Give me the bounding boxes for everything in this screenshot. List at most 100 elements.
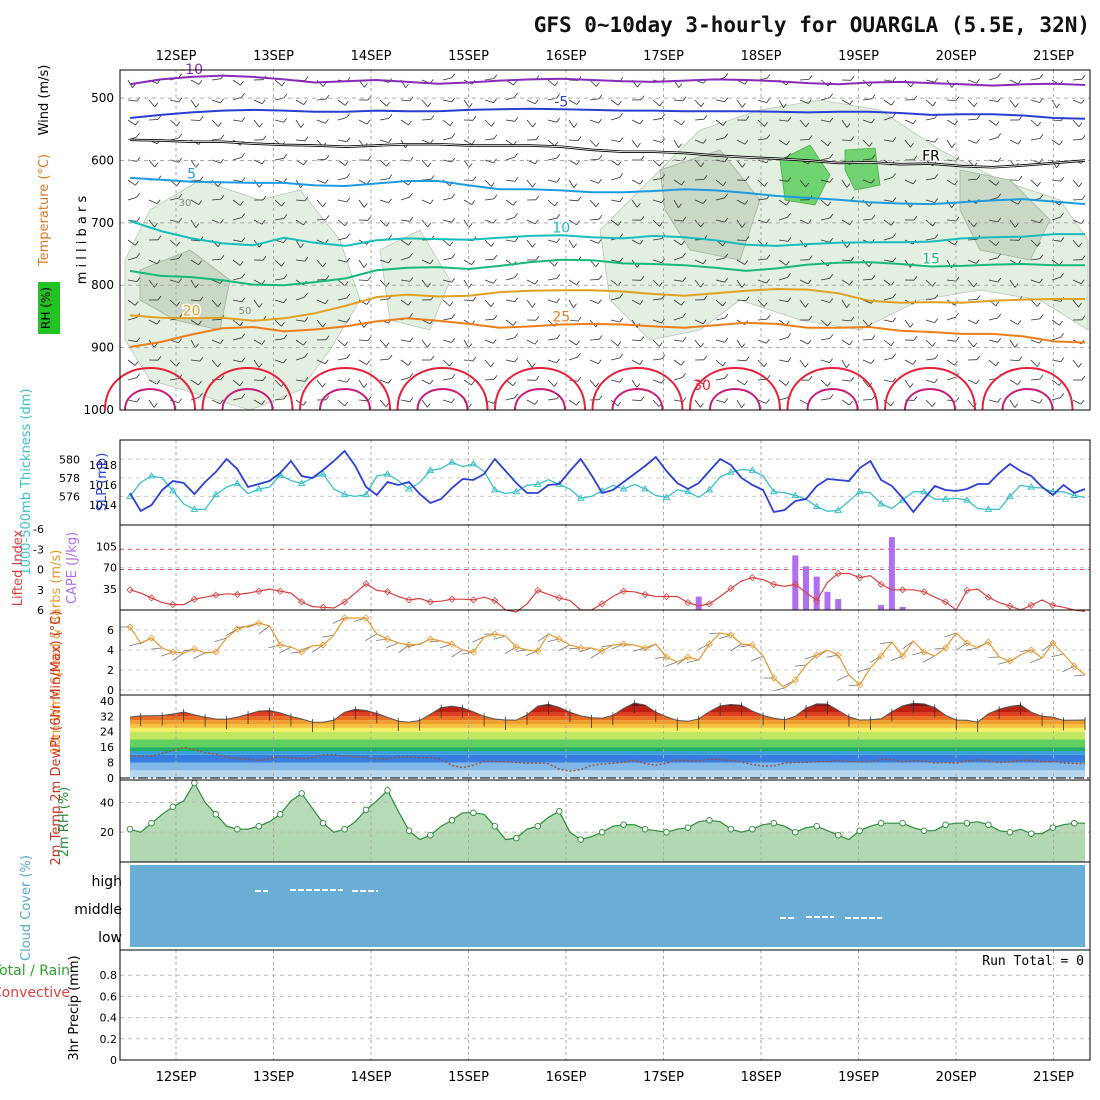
- wind-barb: [127, 239, 136, 246]
- wind-barb-flag: [724, 253, 729, 259]
- wind-barb: [589, 98, 599, 101]
- wind-barb-flag: [490, 362, 495, 368]
- lifted-index-marker: [147, 594, 156, 602]
- thickness-marker: [1070, 491, 1079, 498]
- wind-barb-flag: [617, 101, 622, 106]
- wind-barb-flag: [976, 78, 980, 84]
- wind-barb-flag: [366, 360, 371, 365]
- rh-marker: [706, 817, 713, 824]
- wind-barb-flag: [346, 293, 351, 299]
- wind-barb-flag: [951, 143, 956, 148]
- wind-barb: [715, 359, 723, 367]
- wind-barb-flag: [346, 173, 351, 178]
- wind-barb-flag: [598, 154, 603, 160]
- wind-barb: [925, 358, 935, 361]
- wind-barb-flag: [514, 213, 518, 218]
- wind-barb: [547, 338, 557, 341]
- wind-barb-flag: [678, 203, 682, 209]
- wind-barb: [547, 179, 557, 183]
- date-label-bottom: 15SEP: [448, 1070, 489, 1085]
- wind-barb: [631, 299, 641, 305]
- wind-barb-flag: [766, 278, 770, 284]
- wind-barb: [673, 199, 679, 208]
- wind-barb: [421, 179, 432, 181]
- wind-barb-flag: [640, 336, 645, 341]
- wind-barb: [190, 159, 197, 168]
- wind-barb: [736, 199, 746, 205]
- wind-barb: [190, 99, 197, 108]
- wind-barb: [274, 299, 284, 304]
- wind-barb: [400, 359, 409, 366]
- wind-barb: [484, 279, 494, 284]
- side-label-convective: Convective: [0, 985, 70, 1001]
- side-label-temperature: Temperature (°C): [37, 154, 52, 267]
- wind-barb-flag: [346, 257, 351, 263]
- wind-barb-flag: [468, 163, 473, 168]
- wind-barb-10m: [837, 674, 850, 681]
- wind-barb-flag: [741, 343, 746, 348]
- wind-barb: [295, 319, 305, 322]
- wind-barb: [841, 339, 850, 346]
- wind-barb: [883, 116, 893, 121]
- wind-barb-flag: [532, 182, 536, 188]
- wind-speed-marker: [147, 634, 156, 642]
- wind-barb: [862, 278, 873, 281]
- wind-barb: [526, 279, 536, 285]
- date-label-top: 12SEP: [156, 49, 197, 64]
- wind-barb-10m: [579, 647, 592, 653]
- wind-barb: [778, 239, 788, 242]
- wind-barb-flag: [1078, 242, 1083, 248]
- rh-marker: [534, 822, 542, 830]
- wind-barb: [631, 199, 638, 208]
- wind-barb: [967, 319, 977, 325]
- wind-barb-flag: [346, 353, 351, 359]
- wind-speed-marker: [233, 625, 241, 633]
- wind-barb: [253, 399, 262, 405]
- thickness-marker: [490, 485, 499, 493]
- wind-barb-flag: [702, 379, 707, 385]
- wind-barb-flag: [178, 254, 183, 259]
- wind-barb-flag: [576, 160, 581, 165]
- wind-barb-flag: [870, 359, 875, 364]
- wind-barb-flag: [262, 255, 267, 261]
- wind-barb: [526, 339, 536, 345]
- wind-barb-flag: [955, 96, 960, 101]
- wind-barb-flag: [661, 378, 665, 384]
- wind-barb-flag: [153, 343, 158, 348]
- wind-barb-flag: [995, 181, 1000, 186]
- wind-barb: [421, 119, 432, 121]
- temperature-band: [130, 747, 1085, 751]
- precip-tick-label: 0.2: [100, 1033, 118, 1046]
- wind-barb: [946, 339, 956, 342]
- wind-speed-marker: [1070, 662, 1078, 670]
- wind-barb-10m: [461, 651, 474, 655]
- wind-barb-flag: [346, 113, 351, 118]
- temperature-band: [130, 762, 1085, 771]
- wind-barb: [757, 119, 765, 127]
- wind-barb-flag: [154, 162, 159, 168]
- wind-barb-flag: [745, 356, 750, 362]
- wind-barb: [925, 99, 934, 107]
- wind-barb: [673, 299, 682, 306]
- wind-barb-flag: [976, 355, 981, 360]
- wind-barb-flag: [178, 157, 183, 163]
- wind-barb-flag: [409, 252, 413, 258]
- lifted-index-marker: [469, 596, 477, 604]
- axis-label-cloud-cover: Cloud Cover (%): [19, 855, 34, 961]
- wind-barb-flag: [829, 394, 834, 399]
- wind-barb: [589, 218, 600, 221]
- wind-barb: [631, 399, 642, 401]
- wind-barb: [820, 217, 830, 221]
- wind-barb: [841, 379, 851, 382]
- wind-barb-flag: [513, 80, 517, 86]
- wind-barb-flag: [573, 243, 577, 248]
- wind-barb-flag: [976, 138, 980, 144]
- wind-barb-10m: [665, 661, 678, 667]
- wind-barb-flag: [136, 253, 140, 258]
- wind-barb: [442, 257, 452, 261]
- wind-barb: [799, 79, 810, 81]
- wind-barb: [778, 99, 784, 108]
- isotherm-10: [129, 220, 1085, 247]
- wind-barb: [463, 139, 473, 145]
- wind-barb-flag: [136, 397, 141, 403]
